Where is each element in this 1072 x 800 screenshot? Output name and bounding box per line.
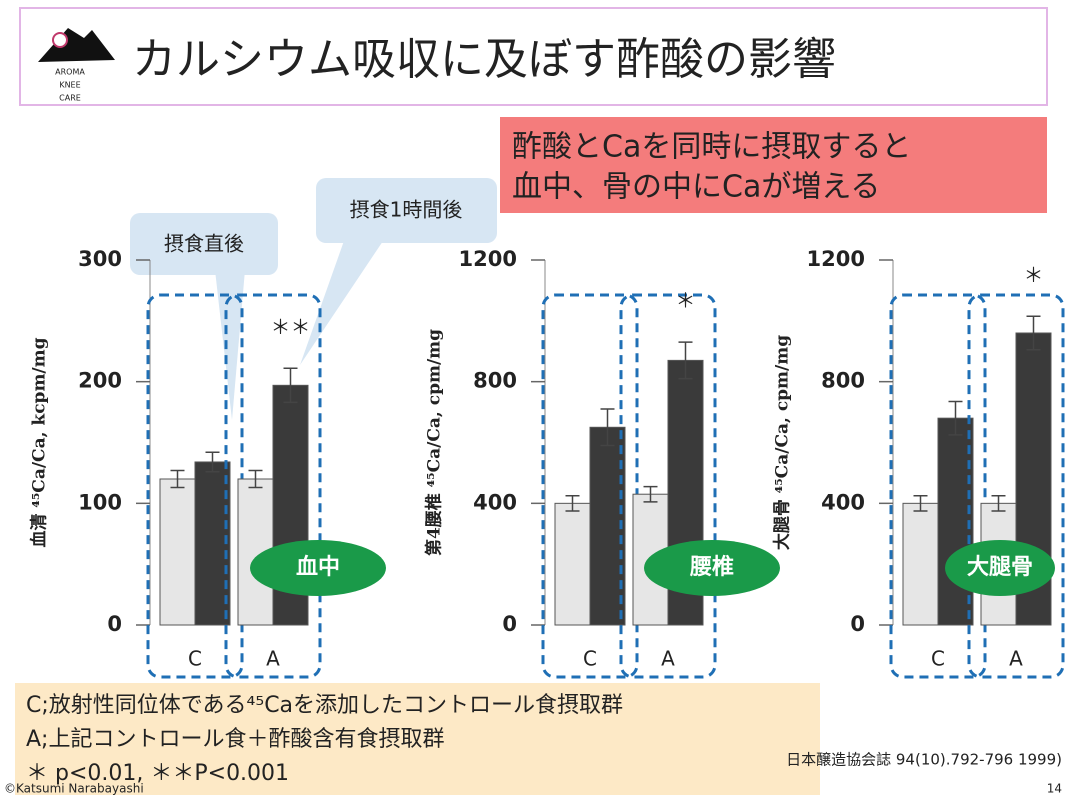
citation: 日本醸造協会誌 94(10).792-796 1999) — [786, 751, 1062, 769]
error-bar — [948, 400, 963, 436]
error-bar — [565, 494, 580, 512]
y-axis-label: 大腿骨 ⁴⁵Ca/Ca, cpm/mg — [772, 335, 793, 550]
region-label-bg — [945, 540, 1055, 596]
region-label-bg — [644, 540, 780, 596]
callout-text: 摂食1時間後 — [350, 198, 463, 222]
callout-tail — [215, 270, 245, 420]
y-tick-label: 1200 — [807, 247, 865, 271]
highlight-text: 酢酸とCaを同時に摂取すると — [512, 130, 911, 165]
page-number: 14 — [1047, 782, 1062, 796]
logo-text: CARE — [59, 94, 81, 103]
logo-text: AROMA — [55, 68, 85, 77]
significance: ＊ — [676, 289, 696, 313]
error-bar — [248, 469, 263, 489]
logo-mark — [38, 28, 115, 62]
bar — [194, 461, 231, 626]
group-box — [889, 293, 987, 679]
error-bar — [170, 469, 185, 489]
group-box — [619, 293, 717, 679]
header-box — [19, 7, 1048, 106]
group-box — [541, 293, 639, 679]
y-tick-label: 0 — [850, 612, 865, 636]
group-box — [146, 293, 244, 679]
y-tick-label: 200 — [78, 369, 122, 393]
y-axis-label: 第4腰椎 ⁴⁵Ca/Ca, cpm/mg — [424, 329, 445, 556]
y-tick-label: 100 — [78, 490, 122, 514]
callout — [130, 213, 278, 275]
group-box — [967, 293, 1065, 679]
y-tick-label: 800 — [821, 369, 865, 393]
error-bar — [600, 408, 615, 447]
error-bar — [913, 494, 928, 512]
error-bar — [205, 451, 220, 473]
significance: ＊ — [1024, 263, 1044, 287]
error-bar — [643, 485, 658, 503]
error-bar — [1026, 315, 1041, 351]
region-label: 腰椎 — [689, 554, 734, 580]
error-bar — [283, 367, 298, 404]
note: A;上記コントロール食＋酢酸含有食摂取群 — [26, 727, 444, 752]
bar — [159, 478, 196, 626]
bar — [937, 417, 974, 626]
x-tick-label: C — [188, 647, 202, 671]
x-tick-label: A — [266, 647, 280, 671]
slide-title: カルシウム吸収に及ぼす酢酸の影響 — [132, 34, 836, 85]
bar — [589, 426, 626, 626]
y-tick-label: 0 — [502, 612, 517, 636]
note: ＊ p<0.01, ＊＊P<0.001 — [26, 761, 289, 786]
region-label: 大腿骨 — [967, 555, 1033, 580]
y-tick-label: 800 — [473, 369, 517, 393]
highlight-text: 血中、骨の中にCaが増える — [512, 170, 880, 205]
copyright: ©Katsumi Narabayashi — [4, 782, 144, 796]
bar — [902, 502, 939, 626]
note: C;放射性同位体である⁴⁵Caを添加したコントロール食摂取群 — [26, 693, 623, 718]
group-box — [224, 293, 322, 679]
error-bar — [991, 494, 1006, 512]
error-bar — [678, 341, 693, 380]
x-tick-label: C — [583, 647, 597, 671]
significance: ＊＊ — [271, 315, 311, 339]
region-label-bg — [250, 540, 386, 596]
bar — [554, 502, 591, 626]
callout-text: 摂食直後 — [164, 232, 244, 256]
y-tick-label: 0 — [107, 612, 122, 636]
logo-drop — [52, 32, 68, 48]
y-tick-label: 400 — [821, 490, 865, 514]
x-tick-label: C — [931, 647, 945, 671]
logo-text: KNEE — [59, 81, 80, 90]
callout-tail — [300, 238, 385, 365]
x-tick-label: A — [1009, 647, 1023, 671]
notes-box — [15, 683, 820, 795]
y-tick-label: 1200 — [459, 247, 517, 271]
callout — [316, 178, 497, 243]
x-tick-label: A — [661, 647, 675, 671]
highlight-box — [500, 117, 1047, 213]
y-axis-label: 血清 ⁴⁵Ca/Ca, kcpm/mg — [29, 337, 50, 547]
region-label: 血中 — [296, 554, 340, 580]
y-tick-label: 300 — [78, 247, 122, 271]
y-tick-label: 400 — [473, 490, 517, 514]
